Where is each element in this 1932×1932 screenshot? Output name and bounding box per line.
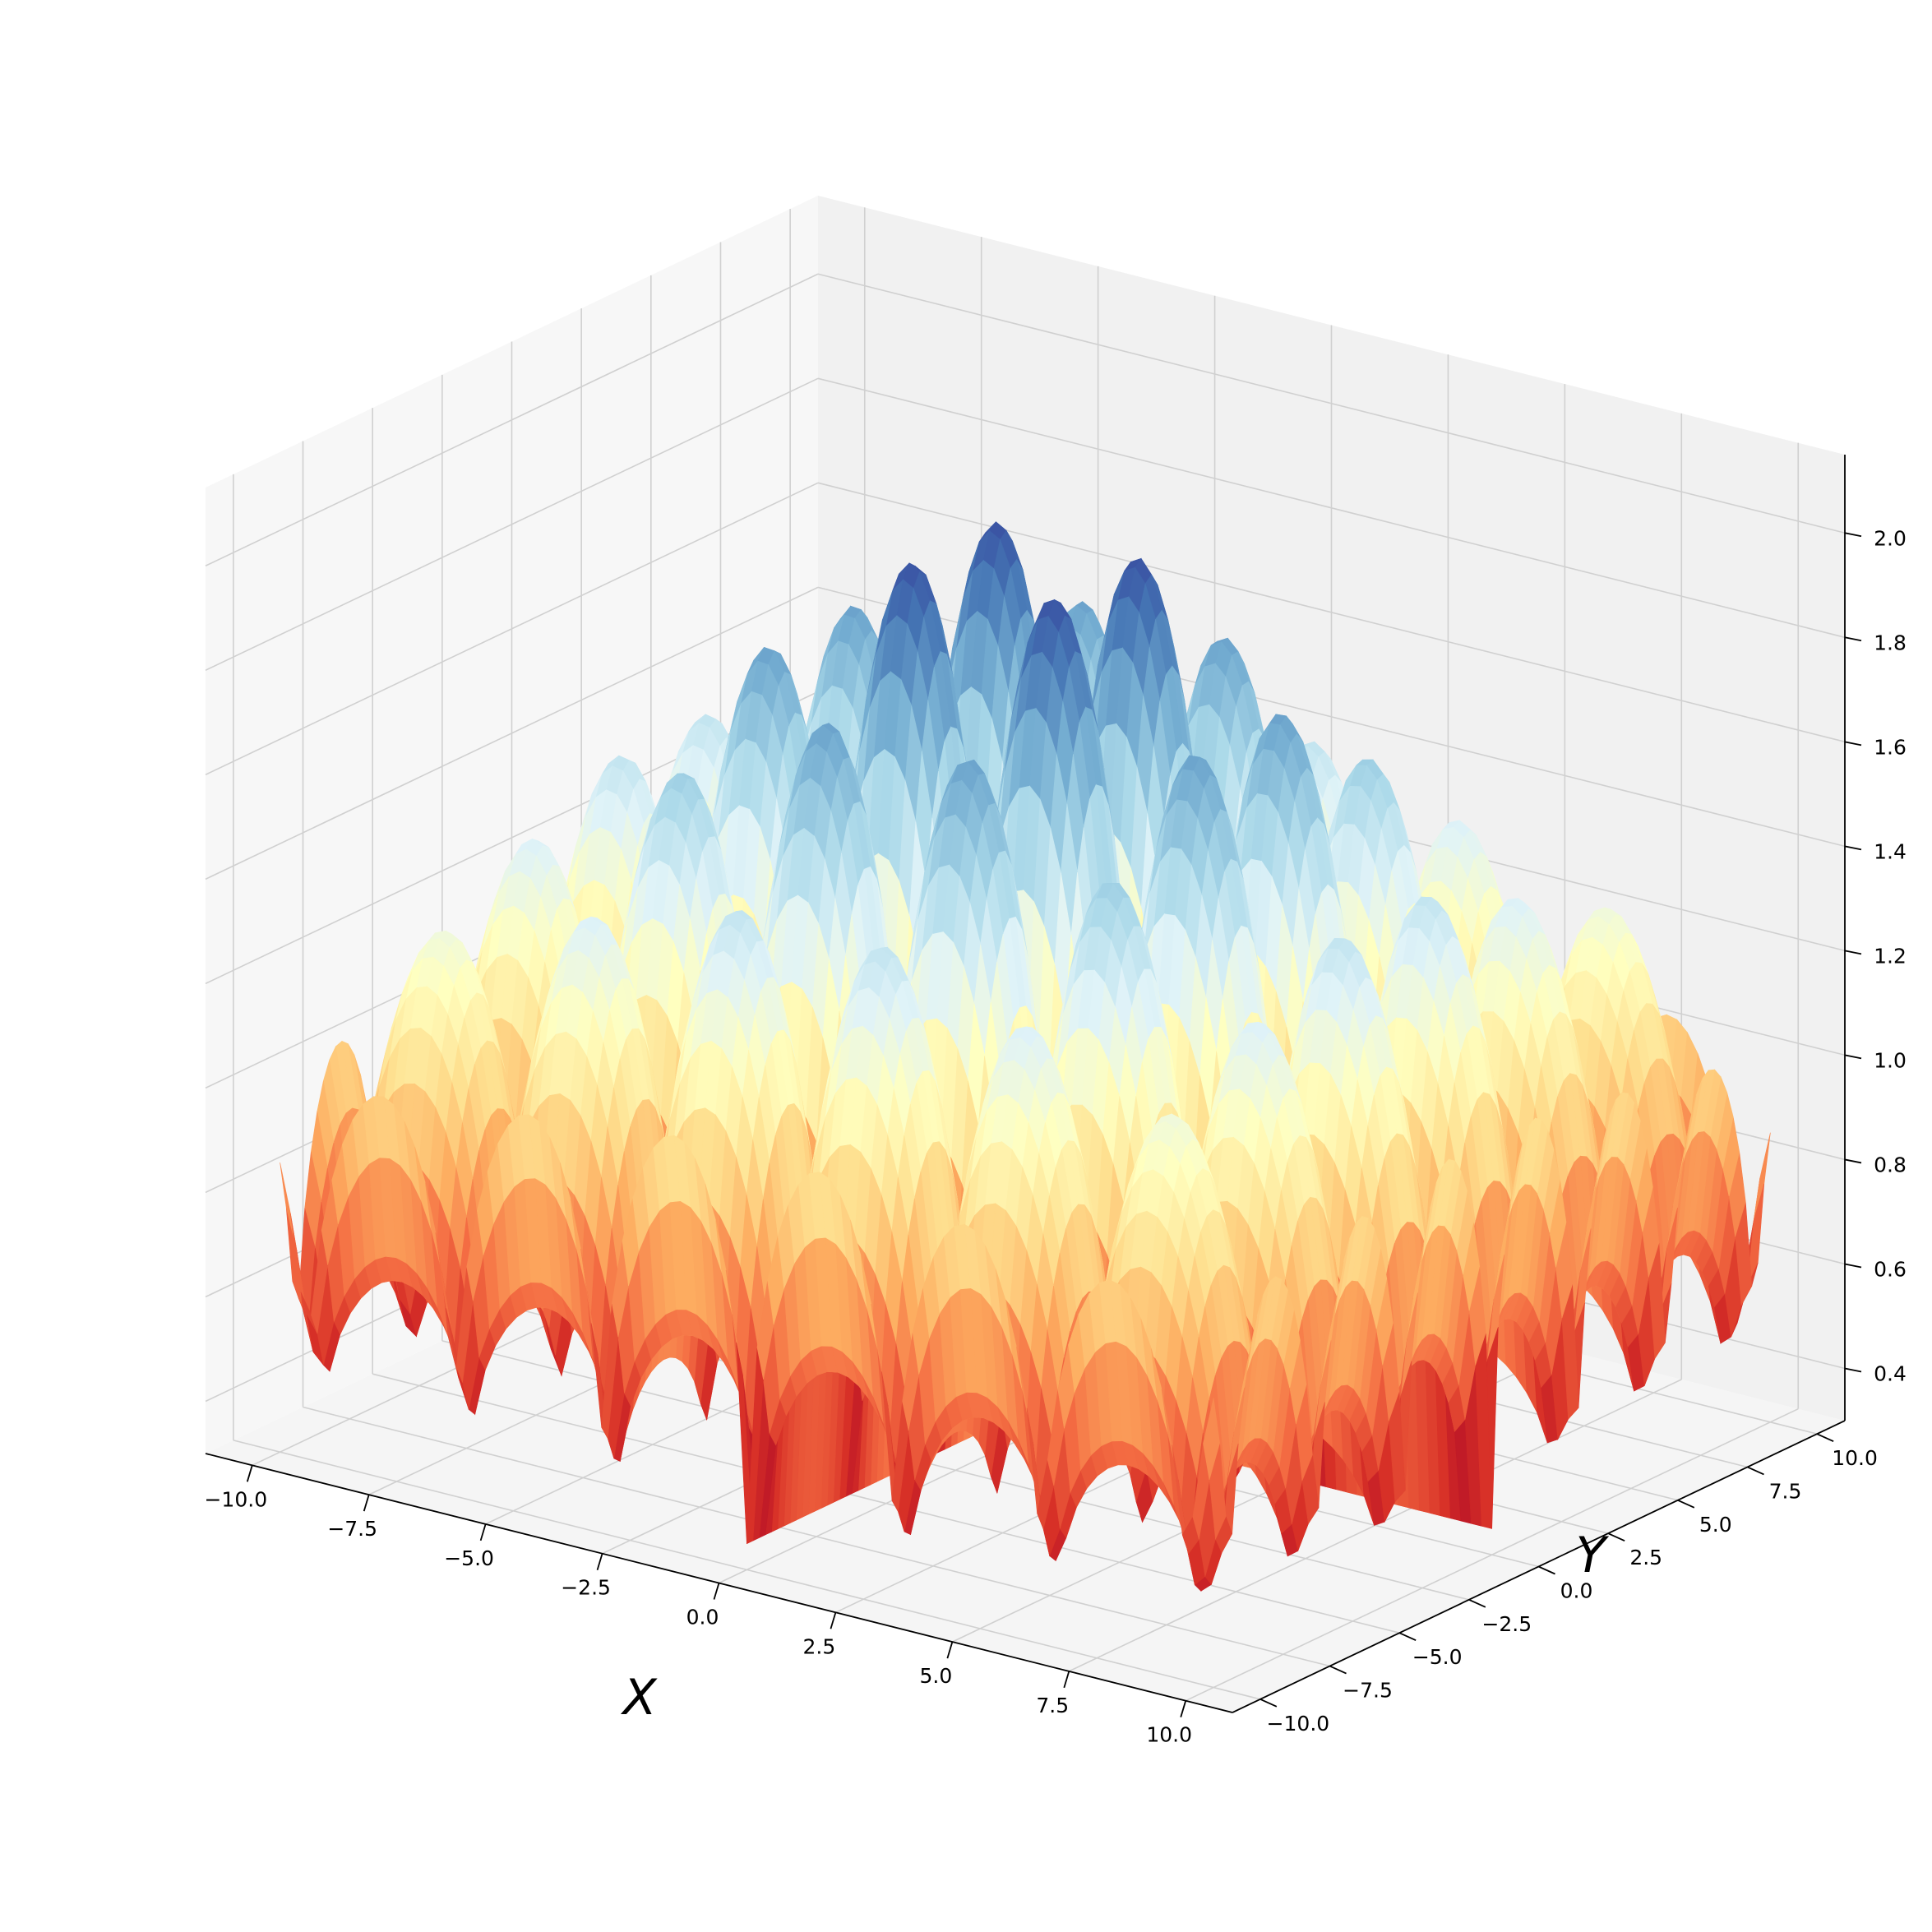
floor-grid-y: [303, 1406, 1330, 1667]
left-grid-z: [205, 273, 819, 566]
back-grid-z: [817, 377, 1846, 639]
left-grid-z: [205, 482, 819, 776]
floor-grid-y: [372, 1373, 1400, 1634]
left-grid-z: [205, 377, 819, 672]
surface-mesh: [280, 521, 1771, 1592]
floor-grid-y: [233, 1440, 1261, 1700]
left-grid-z: [205, 586, 819, 880]
back-grid-z: [817, 482, 1846, 743]
back-grid-z: [817, 273, 1846, 534]
